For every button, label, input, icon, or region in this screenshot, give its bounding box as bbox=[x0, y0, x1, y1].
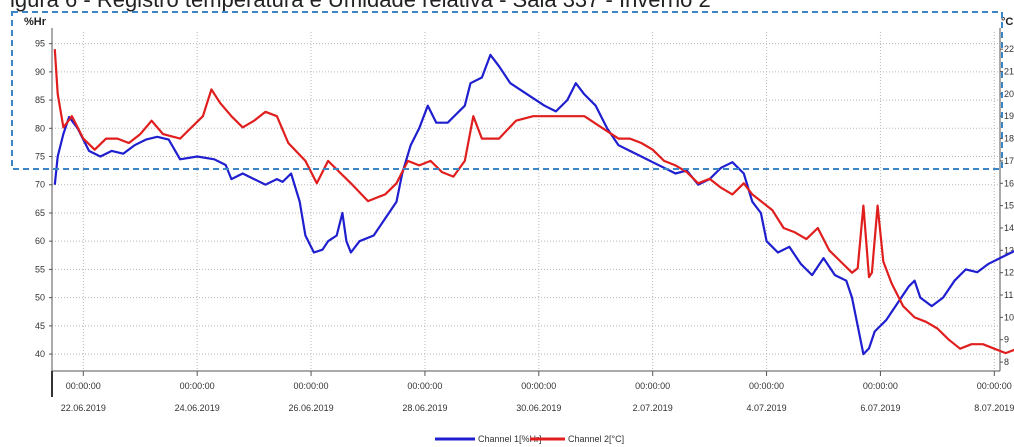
grid bbox=[52, 32, 1000, 371]
y-left-tick-label: 45 bbox=[35, 321, 45, 331]
y-left-ticks: 40 45 50 55 60 65 70 75 80 85 90 95 bbox=[35, 39, 52, 359]
x-tick-date: 22.06.2019 bbox=[61, 403, 106, 413]
x-tick-time: 00:00:00 bbox=[863, 381, 898, 391]
x-tick-date: 24.06.2019 bbox=[175, 403, 220, 413]
series-line-2 bbox=[53, 49, 1014, 355]
axes bbox=[51, 28, 1001, 397]
x-tick-time: 00:00:00 bbox=[294, 381, 329, 391]
y-left-tick-label: 55 bbox=[35, 264, 45, 274]
x-tick-time: 00:00:00 bbox=[521, 381, 556, 391]
x-tick-date: 2.07.2019 bbox=[633, 403, 673, 413]
x-tick-time: 00:00:00 bbox=[180, 381, 215, 391]
y-right-tick-label: 21 bbox=[1004, 67, 1014, 77]
y-left-tick-label: 40 bbox=[35, 349, 45, 359]
y-right-tick-label: 11 bbox=[1004, 290, 1013, 300]
series-line-1 bbox=[53, 53, 1014, 356]
y-right-unit: °C bbox=[1001, 16, 1013, 28]
highlight-box bbox=[11, 11, 1003, 170]
x-tick-date: 28.06.2019 bbox=[402, 403, 447, 413]
y-left-tick-label: 80 bbox=[35, 123, 45, 133]
x-tick-date: 8.07.2019 bbox=[974, 403, 1014, 413]
y-left-tick-label: 90 bbox=[35, 67, 45, 77]
y-right-tick-label: 8 bbox=[1004, 357, 1009, 367]
x-tick-time: 00:00:00 bbox=[407, 381, 442, 391]
y-left-tick-label: 85 bbox=[35, 95, 45, 105]
y-right-tick-label: 12 bbox=[1004, 268, 1014, 278]
y-right-tick-label: 15 bbox=[1004, 201, 1014, 211]
y-right-tick-label: 20 bbox=[1004, 89, 1014, 99]
figure-caption: igura 6 - Registro temperatura e Umidade… bbox=[10, 0, 711, 13]
x-tick-date: 6.07.2019 bbox=[860, 403, 900, 413]
y-left-tick-label: 75 bbox=[35, 152, 45, 162]
y-right-tick-label: 16 bbox=[1004, 178, 1014, 188]
legend-label-2: Channel 2[°C] bbox=[568, 434, 624, 444]
x-tick-time: 00:00:00 bbox=[977, 381, 1012, 391]
y-right-tick-label: 18 bbox=[1004, 134, 1014, 144]
y-left-unit: %Hr bbox=[24, 16, 47, 28]
y-left-tick-label: 50 bbox=[35, 293, 45, 303]
y-right-tick-label: 19 bbox=[1004, 111, 1014, 121]
y-right-tick-label: 13 bbox=[1004, 245, 1014, 255]
series-lines bbox=[53, 49, 1014, 356]
x-tick-time: 00:00:00 bbox=[635, 381, 670, 391]
y-right-tick-label: 22 bbox=[1004, 44, 1014, 54]
y-right-tick-label: 17 bbox=[1004, 156, 1014, 166]
y-right-ticks: 8 9 10 11 12 13 14 15 16 17 18 19 20 21 22 bbox=[1000, 44, 1014, 367]
y-right-tick-label: 9 bbox=[1004, 335, 1009, 345]
y-left-tick-label: 70 bbox=[35, 180, 45, 190]
x-tick-date: 4.07.2019 bbox=[747, 403, 787, 413]
x-ticks: 00:00:00 22.06.2019 00:00:00 24.06.2019 00:0… bbox=[61, 371, 1014, 413]
y-left-tick-label: 60 bbox=[35, 236, 45, 246]
x-tick-time: 00:00:00 bbox=[66, 381, 101, 391]
y-left-tick-label: 95 bbox=[35, 39, 45, 49]
legend-label-1: Channel 1[%Hr] bbox=[478, 434, 542, 444]
y-right-tick-label: 10 bbox=[1004, 312, 1014, 322]
x-tick-time: 00:00:00 bbox=[749, 381, 784, 391]
x-tick-date: 30.06.2019 bbox=[516, 403, 561, 413]
legend: Channel 1[%Hr] Channel 2[°C] bbox=[435, 434, 624, 444]
y-right-tick-label: 14 bbox=[1004, 223, 1014, 233]
x-tick-date: 26.06.2019 bbox=[289, 403, 334, 413]
y-left-tick-label: 65 bbox=[35, 208, 45, 218]
